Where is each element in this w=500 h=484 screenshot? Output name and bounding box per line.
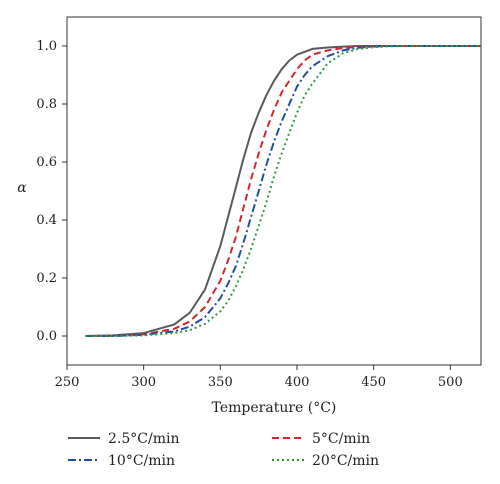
y-tick-label: 0.8: [36, 97, 57, 112]
x-tick-label: 450: [361, 375, 386, 390]
series-line-10°C/min: [85, 45, 481, 337]
series-line-5°C/min: [85, 45, 481, 337]
x-tick-label: 400: [285, 375, 310, 390]
legend-label: 10°C/min: [108, 453, 175, 469]
legend: 2.5°C/min 5°C/min 10°C/min 20°C/min: [68, 431, 379, 469]
legend-label: 2.5°C/min: [108, 431, 179, 447]
y-tick-label: 0.6: [36, 155, 57, 170]
x-tick-label: 350: [208, 375, 233, 390]
x-axis: 250 300 350 400 450 500: [55, 365, 463, 390]
x-tick-label: 500: [438, 375, 463, 390]
y-tick-label: 0.4: [36, 213, 57, 228]
x-tick-label: 300: [131, 375, 156, 390]
series-line-20°C/min: [85, 45, 481, 337]
x-tick-label: 250: [55, 375, 80, 390]
legend-label: 20°C/min: [312, 453, 379, 469]
series-lines: [85, 45, 481, 337]
x-axis-title: Temperature (°C): [212, 400, 337, 416]
series-line-2.5°C/min: [85, 45, 481, 337]
y-axis: 0.0 0.2 0.4 0.6 0.8 1.0: [36, 39, 67, 344]
legend-label: 5°C/min: [312, 431, 370, 447]
y-tick-label: 1.0: [36, 39, 57, 54]
y-tick-label: 0.2: [36, 271, 57, 286]
y-tick-label: 0.0: [36, 329, 57, 344]
y-axis-title: α: [17, 180, 27, 196]
plot-frame: [66, 16, 482, 366]
